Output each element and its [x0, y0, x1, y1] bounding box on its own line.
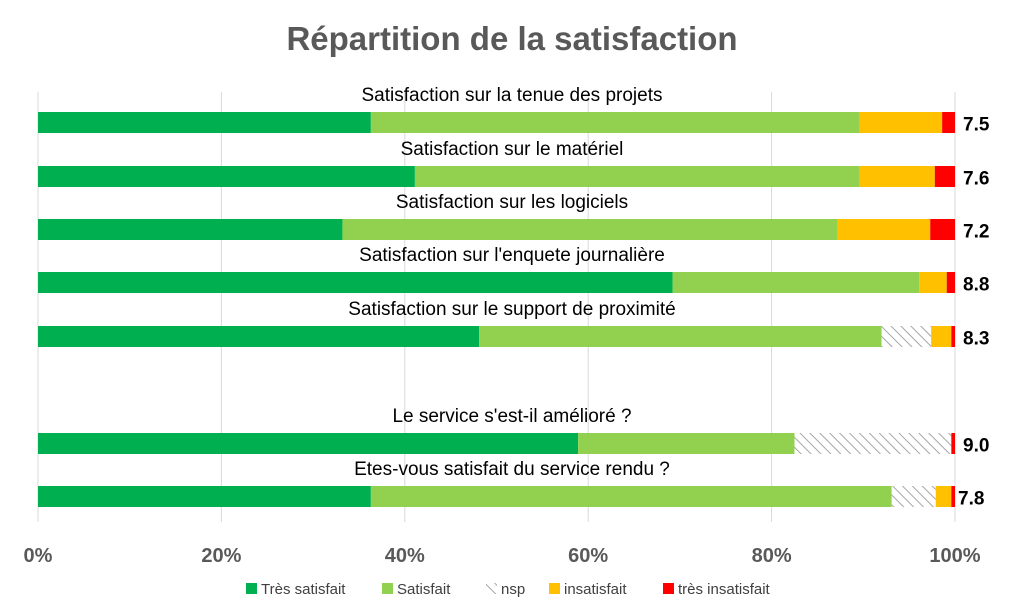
- legend-label: insatisfait: [564, 581, 627, 598]
- bar-segment: [930, 219, 955, 240]
- bar-segment: [942, 112, 955, 133]
- bar-segment: [919, 272, 947, 293]
- bar-segment: [859, 166, 935, 187]
- score-label: 7.8: [958, 489, 984, 510]
- legend-swatch: [382, 583, 393, 594]
- bar-segment: [38, 166, 415, 187]
- legend: Très satisfait Satisfait nsp insatisfait trè…: [246, 581, 771, 598]
- category-label: Satisfaction sur la tenue des projets: [361, 85, 662, 106]
- x-tick-label: 80%: [752, 545, 792, 567]
- bar-segment: [370, 486, 892, 507]
- bar-segment: [946, 272, 955, 293]
- score-label: 9.0: [963, 436, 989, 457]
- category-label: Le service s'est-il amélioré ?: [392, 406, 631, 427]
- legend-swatch: [486, 583, 497, 594]
- bar-row: Satisfaction sur le support de proximité…: [38, 299, 989, 350]
- legend-item: nsp: [486, 581, 525, 598]
- legend-label: très insatisfait: [678, 581, 771, 598]
- category-label: Satisfaction sur l'enquete journalière: [359, 245, 665, 266]
- bar-segment: [891, 486, 936, 507]
- bar-row: Le service s'est-il amélioré ? 9.0: [38, 406, 989, 457]
- bar-segment: [951, 433, 955, 454]
- chart-title: Répartition de la satisfaction: [286, 20, 737, 57]
- x-axis-ticks: 0% 20% 40% 60% 80% 100%: [24, 545, 981, 567]
- x-tick-label: 60%: [568, 545, 608, 567]
- bar-segment: [38, 219, 343, 240]
- bar-segment: [881, 326, 932, 347]
- category-label: Satisfaction sur le support de proximité: [348, 299, 675, 320]
- bar-segment: [935, 486, 952, 507]
- bar-segment: [934, 166, 955, 187]
- legend-item: insatisfait: [549, 581, 627, 598]
- bar-segment: [342, 219, 838, 240]
- legend-item: Satisfait: [382, 581, 451, 598]
- bar-segment: [414, 166, 860, 187]
- bar-segment: [859, 112, 943, 133]
- bar-row: Etes-vous satisfait du service rendu ? 7.…: [38, 459, 984, 510]
- category-label: Etes-vous satisfait du service rendu ?: [354, 459, 670, 480]
- category-label: Satisfaction sur les logiciels: [396, 192, 628, 213]
- legend-swatch: [663, 583, 674, 594]
- bar-row: Satisfaction sur la tenue des projets 7.5: [38, 85, 990, 136]
- bar-segment: [38, 326, 480, 347]
- x-tick-label: 100%: [929, 545, 980, 567]
- score-label: 7.6: [963, 169, 989, 190]
- bar-segment: [794, 433, 952, 454]
- category-label: Satisfaction sur le matériel: [401, 139, 624, 160]
- legend-item: très insatisfait: [663, 581, 771, 598]
- bar-segment: [837, 219, 931, 240]
- score-label: 8.8: [963, 275, 989, 296]
- x-tick-label: 0%: [24, 545, 53, 567]
- legend-item: Très satisfait: [246, 581, 346, 598]
- bar-row: Satisfaction sur le matériel 7.6: [38, 139, 989, 190]
- bar-segment: [951, 486, 955, 507]
- bar-segment: [38, 433, 579, 454]
- legend-label: Satisfait: [397, 581, 451, 598]
- bar-segment: [578, 433, 795, 454]
- bar-segment: [38, 486, 371, 507]
- bar-row: Satisfaction sur les logiciels 7.2: [38, 192, 989, 243]
- legend-label: Très satisfait: [261, 581, 346, 598]
- legend-swatch: [549, 583, 560, 594]
- bar-segment: [38, 272, 673, 293]
- score-label: 8.3: [963, 329, 989, 350]
- bar-row: Satisfaction sur l'enquete journalière 8.…: [38, 245, 989, 296]
- bar-segment: [479, 326, 882, 347]
- legend-swatch: [246, 583, 257, 594]
- bar-segment: [370, 112, 860, 133]
- bar-rows: Satisfaction sur la tenue des projets 7.5…: [38, 85, 990, 510]
- bar-segment: [38, 112, 371, 133]
- bar-segment: [672, 272, 920, 293]
- score-label: 7.5: [963, 115, 990, 136]
- x-tick-label: 40%: [385, 545, 425, 567]
- score-label: 7.2: [963, 222, 989, 243]
- legend-label: nsp: [501, 581, 525, 598]
- bar-segment: [951, 326, 955, 347]
- x-tick-label: 20%: [201, 545, 241, 567]
- bar-segment: [931, 326, 952, 347]
